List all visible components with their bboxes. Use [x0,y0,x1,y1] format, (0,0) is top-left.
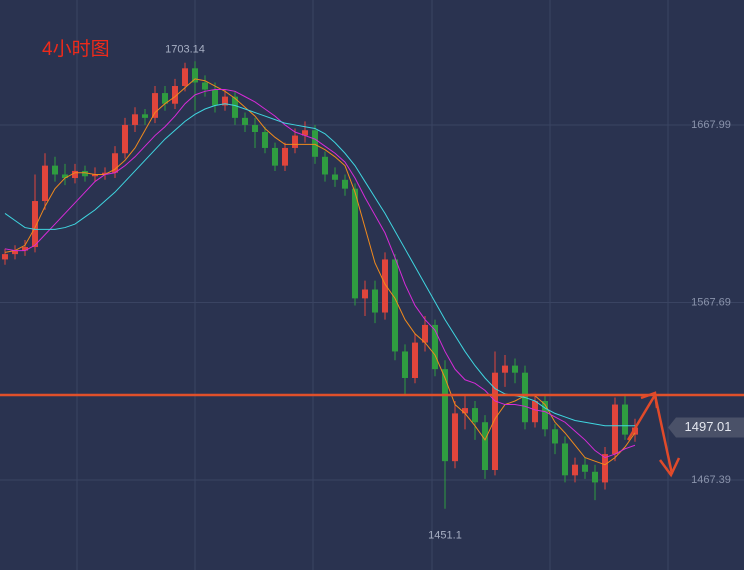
y-tick-label: 1667.99 [691,119,731,131]
candle-body [532,400,538,423]
candle-body [402,351,408,378]
candle-body [482,422,488,471]
candle-body [422,324,428,343]
candle-body [32,201,38,248]
candle-body [362,289,368,299]
candle-body [322,156,328,175]
candle-body [92,174,98,177]
candle-body [212,89,218,106]
candle-body [62,174,68,179]
y-tick-label: 1467.39 [691,474,731,486]
candle-body [442,369,448,462]
candle-body [632,427,638,435]
candle-body [432,324,438,370]
candle-body [182,68,188,87]
candle-body [412,342,418,378]
candle-body [562,443,568,476]
candle-body [492,372,498,471]
candle-body [152,93,158,118]
candle-body [352,188,358,299]
candle-body [112,153,118,173]
candle-body [42,165,48,202]
candle-body [602,454,608,483]
candle-body [132,114,138,125]
candle-body [302,130,308,136]
candle-body [512,365,518,373]
high-label: 1703.14 [165,44,205,56]
candle-body [202,82,208,90]
candle-body [222,96,228,106]
candle-body [162,93,168,104]
last-price-box [668,417,744,438]
candle-body [542,400,548,430]
candle-body [342,179,348,189]
moving-average-line [4,89,636,459]
candle-body [2,254,8,260]
candle-body [612,404,618,455]
low-label: 1451.1 [428,530,462,542]
candle-body [122,124,128,154]
candle-body [382,259,388,313]
candle-body [172,86,178,104]
candle-body [72,170,78,179]
candle-body [272,147,278,166]
candle-body [142,114,148,118]
candle-body [452,413,458,462]
candle-body [232,96,238,118]
candle-body [192,68,198,83]
candle-body [242,117,248,125]
candle-body [262,132,268,148]
forecast-arrow-head [658,457,681,478]
candle-body [622,404,628,435]
candle-body [462,408,468,414]
forecast-arrow-head [640,391,659,409]
candle-body [332,174,338,180]
candle-body [502,365,508,373]
candle-body [592,471,598,483]
candle-body [12,250,18,255]
candle-body [22,247,28,251]
candle-body [82,170,88,177]
last-price-label: 1497.01 [685,419,732,434]
candle-body [282,147,288,166]
candle-body [372,289,378,313]
candle-body [252,124,258,133]
candle-body [292,135,298,148]
candle-body [572,464,578,476]
candle-body [552,429,558,444]
candle-body [582,464,588,472]
y-tick-label: 1567.69 [691,296,731,308]
candle-body [52,165,58,175]
candle-body [472,408,478,423]
candle-body [312,130,318,157]
moving-average-line [4,103,635,427]
candle-body [392,259,398,352]
chart-title: 4小时图 [42,38,110,60]
candle-body [102,172,108,175]
